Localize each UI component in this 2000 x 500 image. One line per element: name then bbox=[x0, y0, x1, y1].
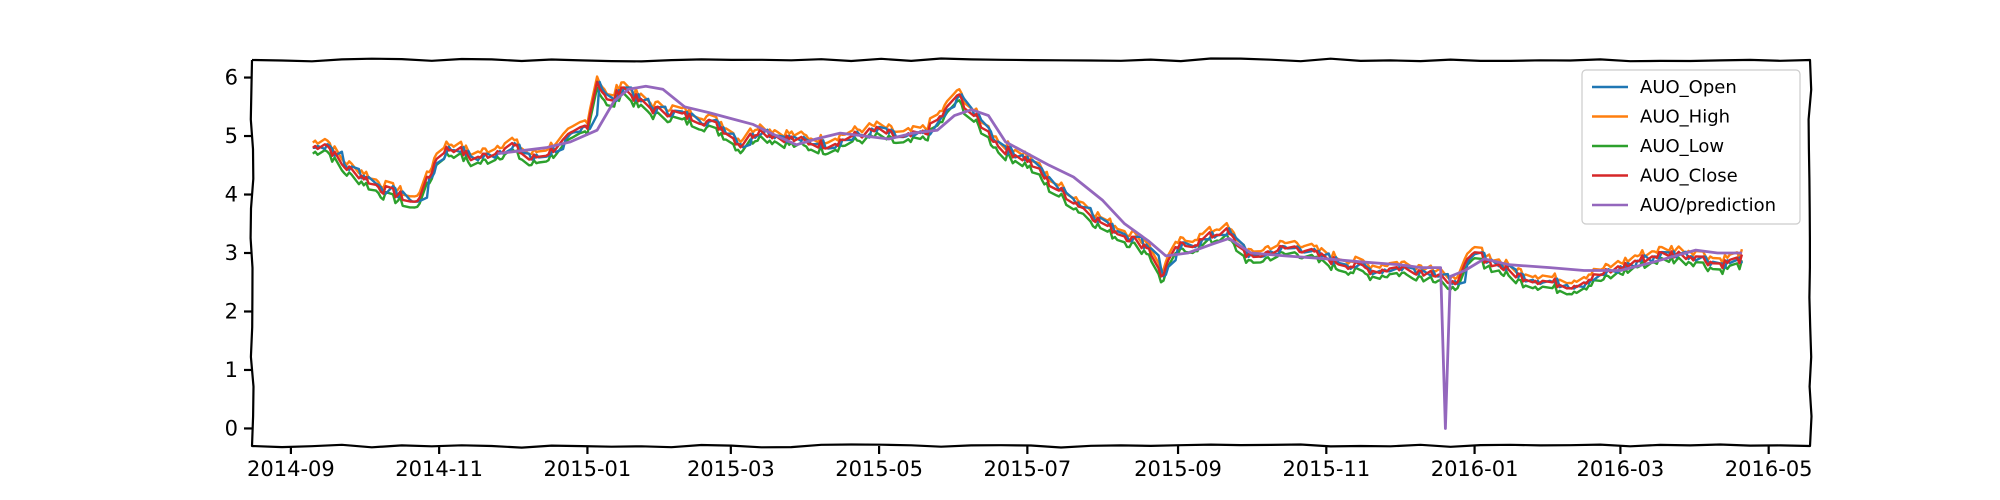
x-tick-label: 2015-01 bbox=[544, 457, 632, 481]
y-tick-label: 4 bbox=[225, 183, 238, 207]
x-tick-label: 2014-09 bbox=[247, 457, 335, 481]
y-tick-label: 1 bbox=[225, 358, 238, 382]
legend: AUO_Open AUO_High AUO_Low AUO_Close AUO/pred… bbox=[1581, 69, 1801, 225]
legend-label: AUO_Low bbox=[1640, 136, 1724, 157]
x-tick-label: 2015-11 bbox=[1282, 457, 1370, 481]
legend-entry: AUO_Close bbox=[1592, 166, 1738, 187]
series-prediction-line bbox=[497, 84, 1742, 430]
y-tick-label: 5 bbox=[225, 124, 238, 148]
legend-label: AUO_Open bbox=[1640, 77, 1737, 98]
legend-box bbox=[1581, 69, 1801, 225]
x-tick-label: 2015-03 bbox=[687, 457, 775, 481]
x-tick-label: 2015-09 bbox=[1134, 457, 1222, 481]
series-low-line bbox=[312, 86, 1744, 296]
series-open-line bbox=[312, 80, 1744, 290]
y-tick-label: 2 bbox=[225, 299, 238, 323]
y-tick-label: 0 bbox=[225, 416, 238, 440]
legend-label: AUO/prediction bbox=[1640, 195, 1776, 216]
plot-area bbox=[249, 57, 1813, 449]
x-tick-label: 2014-11 bbox=[395, 457, 483, 481]
legend-entry: AUO/prediction bbox=[1592, 195, 1776, 216]
series-close-line bbox=[312, 80, 1744, 290]
legend-entry: AUO_High bbox=[1592, 107, 1730, 128]
y-axis: 0 1 2 3 4 5 6 bbox=[225, 66, 252, 440]
legend-entry: AUO_Low bbox=[1592, 136, 1724, 157]
legend-label: AUO_High bbox=[1640, 107, 1730, 128]
x-tick-label: 2016-03 bbox=[1577, 457, 1665, 481]
series-high-line bbox=[312, 75, 1744, 285]
y-tick-label: 3 bbox=[225, 241, 238, 265]
plot-frame bbox=[249, 57, 1813, 449]
legend-entry: AUO_Open bbox=[1592, 77, 1737, 98]
x-axis: 2014-09 2014-11 2015-01 2015-03 2015-05 2015-… bbox=[247, 446, 1813, 481]
x-tick-label: 2015-07 bbox=[983, 457, 1071, 481]
x-tick-label: 2015-05 bbox=[835, 457, 923, 481]
x-tick-label: 2016-05 bbox=[1725, 457, 1813, 481]
legend-label: AUO_Close bbox=[1640, 166, 1738, 187]
x-tick-label: 2016-01 bbox=[1431, 457, 1519, 481]
y-tick-label: 6 bbox=[225, 66, 238, 90]
